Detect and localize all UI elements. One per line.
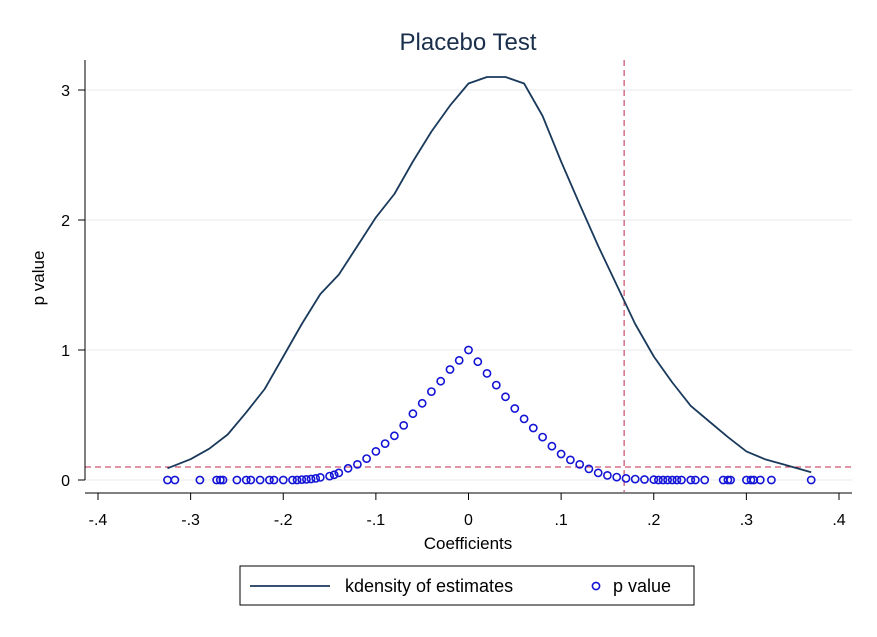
- pvalue-point: [640, 475, 649, 484]
- pvalue-point: [538, 432, 547, 442]
- pvalue-point: [575, 459, 585, 469]
- pvalue-point: [491, 380, 501, 390]
- x-tick-label: .2: [647, 512, 660, 529]
- kdensity-line: [167, 76, 812, 474]
- pvalue-point: [691, 475, 700, 485]
- pvalue-point: [677, 475, 686, 485]
- pvalue-point: [297, 475, 307, 484]
- pvalue-point: [528, 423, 538, 433]
- pvalue-point: [726, 475, 735, 485]
- legend: kdensity of estimates p value: [239, 565, 695, 606]
- pvalue-point: [288, 475, 297, 485]
- legend-pvalue-label: p value: [613, 576, 671, 596]
- pvalue-point: [269, 475, 279, 485]
- pvalue-point: [417, 398, 427, 408]
- legend-pvalue-swatch: [591, 581, 601, 591]
- pvalue-point: [352, 459, 362, 469]
- x-tick-label: .3: [740, 512, 753, 529]
- pvalue-point: [325, 471, 334, 481]
- pvalue-point: [566, 455, 575, 465]
- pvalue-point: [584, 464, 594, 474]
- y-tick-label: 3: [61, 83, 70, 100]
- pvalue-point: [389, 431, 399, 441]
- pvalue-point: [218, 475, 228, 485]
- pvalue-point: [630, 474, 640, 484]
- pvalue-point: [170, 475, 180, 485]
- pvalue-point: [343, 463, 353, 473]
- kdensity-series: [167, 76, 812, 474]
- x-tick-label: .1: [554, 512, 567, 529]
- x-tick-label: -.3: [181, 512, 200, 529]
- pvalue-point: [547, 441, 557, 451]
- pvalue-point: [315, 472, 325, 482]
- grid: [85, 89, 852, 481]
- pvalue-point: [408, 409, 418, 419]
- pvalue-point: [482, 368, 492, 378]
- pvalue-point: [663, 475, 672, 485]
- pvalue-point: [700, 475, 710, 485]
- pvalue-point: [603, 470, 612, 480]
- x-axis-title: Coefficients: [424, 534, 513, 553]
- pvalue-point: [246, 475, 256, 485]
- pvalue-point: [278, 475, 288, 485]
- x-tick-label: .4: [832, 512, 845, 529]
- axes: 0 1 2 3 -.4 -.3 -.2 -.1 0 .1 .2 .3 .4: [61, 60, 852, 529]
- pvalue-point: [755, 475, 765, 485]
- pvalue-point: [464, 345, 473, 355]
- pvalue-point: [232, 475, 242, 485]
- pvalue-point: [672, 475, 682, 485]
- pvalue-point: [612, 472, 622, 482]
- pvalue-point: [806, 475, 816, 485]
- pvalue-point: [658, 475, 668, 485]
- pvalue-point: [329, 470, 339, 480]
- pvalue-point: [426, 387, 436, 396]
- pvalue-point: [593, 468, 603, 478]
- pvalue-point: [667, 475, 677, 485]
- x-tick-label: -.2: [274, 512, 293, 529]
- pvalue-point: [767, 475, 776, 485]
- x-tick-label: -.1: [367, 512, 386, 529]
- pvalue-point: [746, 475, 756, 485]
- pvalue-point: [264, 475, 274, 485]
- pvalue-point: [306, 474, 316, 484]
- y-tick-label: 1: [61, 343, 70, 360]
- y-axis-title: p value: [29, 251, 48, 306]
- x-tick-label: -.4: [89, 512, 108, 529]
- pvalue-point: [215, 475, 225, 485]
- pvalue-point: [621, 473, 631, 483]
- reference-lines: [85, 60, 852, 492]
- pvalue-point: [301, 474, 311, 484]
- pvalue-point: [556, 449, 566, 459]
- pvalue-point: [723, 475, 733, 485]
- legend-kdensity-label: kdensity of estimates: [345, 576, 513, 596]
- pvalue-point: [334, 468, 344, 478]
- pvalue-point: [241, 475, 251, 485]
- pvalue-point: [510, 404, 520, 413]
- pvalue-point: [292, 475, 302, 485]
- pvalue-point: [362, 454, 371, 463]
- y-tick-label: 0: [61, 473, 70, 490]
- pvalue-series: [163, 345, 816, 485]
- pvalue-point: [454, 355, 464, 365]
- pvalue-point: [501, 392, 510, 402]
- chart-title: Placebo Test: [400, 29, 537, 56]
- pvalue-point: [436, 376, 446, 386]
- pvalue-point: [255, 475, 265, 485]
- pvalue-point: [371, 446, 381, 456]
- pvalue-point: [380, 439, 390, 448]
- pvalue-point: [445, 365, 455, 374]
- pvalue-point: [649, 475, 659, 485]
- pvalue-point: [654, 475, 663, 485]
- pvalue-point: [195, 475, 205, 485]
- x-tick-label: 0: [464, 512, 473, 529]
- pvalue-point: [311, 473, 321, 483]
- pvalue-point: [399, 420, 409, 430]
- pvalue-point: [473, 357, 483, 367]
- y-tick-label: 2: [61, 213, 70, 230]
- pvalue-point: [686, 475, 696, 485]
- pvalue-point: [519, 414, 529, 424]
